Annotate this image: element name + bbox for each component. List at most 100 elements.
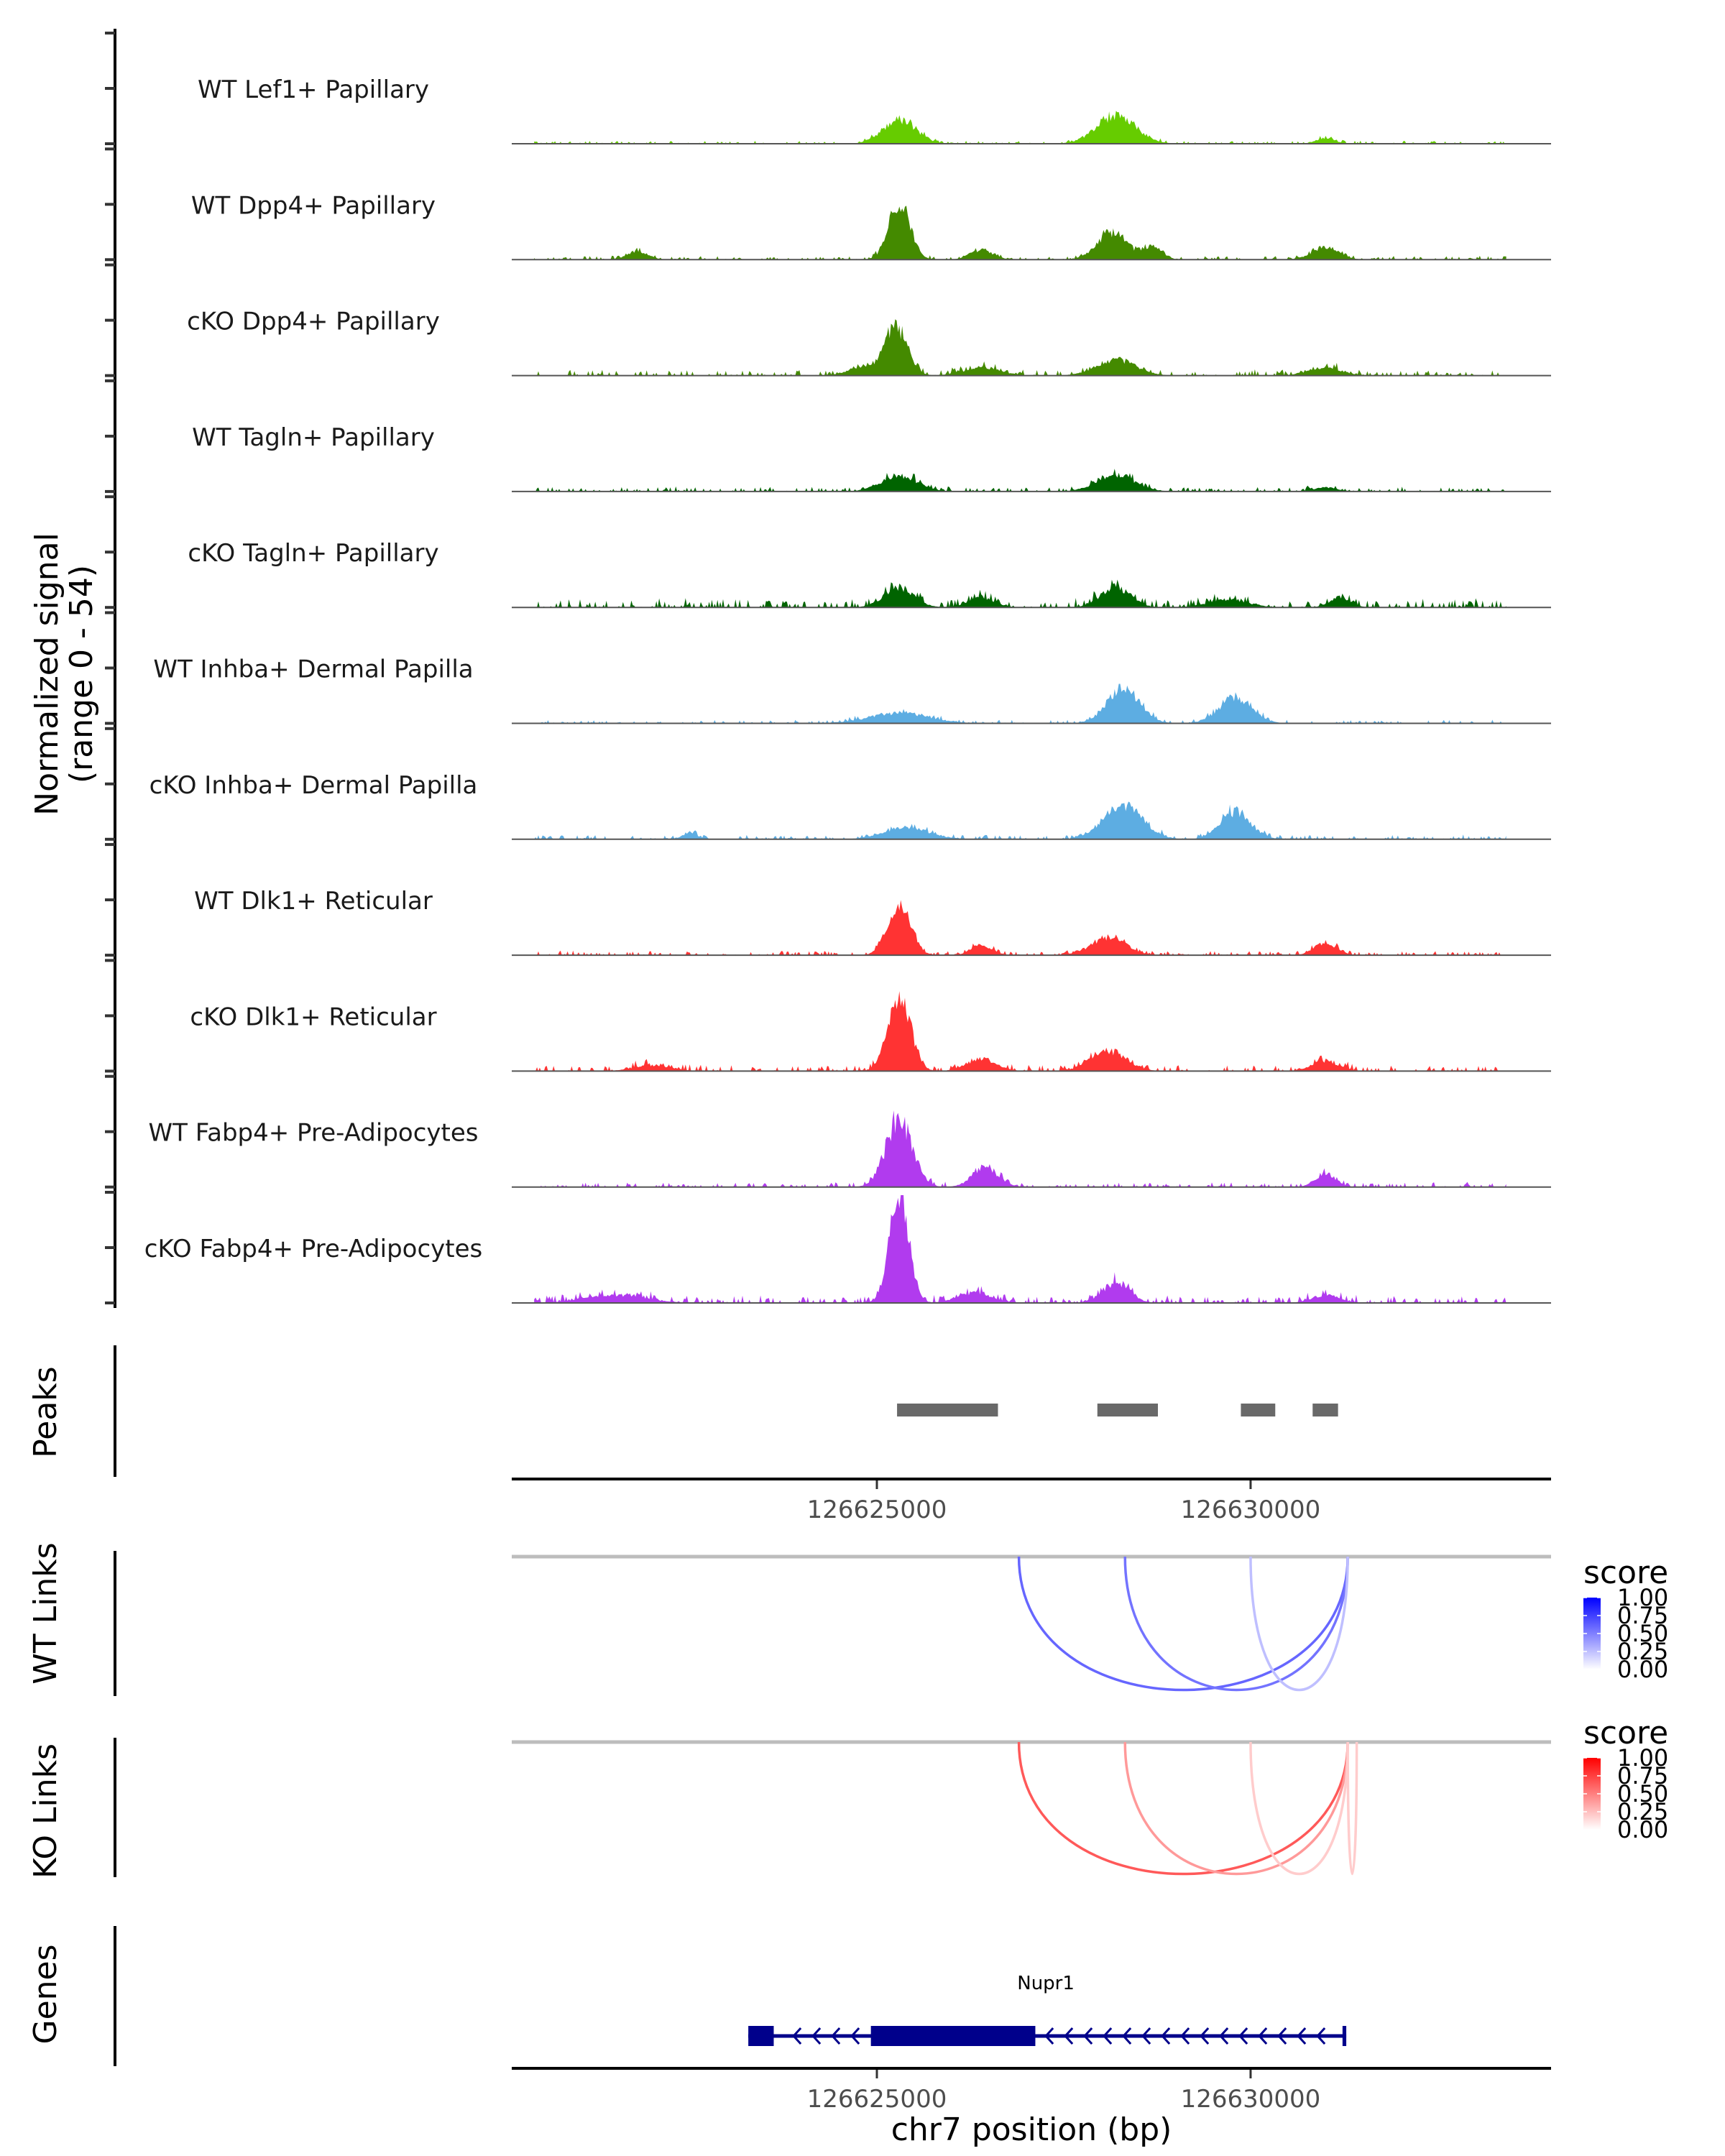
coverage-area: [534, 206, 1506, 260]
legend-tick-label: 0.75: [1617, 1602, 1668, 1629]
ko-legend-title: score: [1583, 1715, 1668, 1751]
ko-links-score-legend: score 1.000.750.500.250.00: [1583, 1715, 1668, 1843]
coverage-tracks: WT Lef1+ Papillary WT Dpp4+ Papillary cKO …: [144, 75, 1551, 1304]
wt-links-track-label: WT Links: [27, 1542, 64, 1684]
coverage-area: [534, 111, 1506, 144]
strand-arrow-icon: [850, 2027, 860, 2045]
coverage-track-label: cKO Dlk1+ Reticular: [190, 1003, 436, 1031]
legend-tick-label: 1.00: [1617, 1584, 1668, 1611]
strand-arrow-icon: [1277, 2027, 1287, 2045]
coverage-track-label: cKO Fabp4+ Pre-Adipocytes: [144, 1235, 483, 1263]
coverage-area: [534, 683, 1506, 724]
peaks-track: Peaks: [27, 1345, 1338, 1477]
coverage-track-label: cKO Inhba+ Dermal Papilla: [150, 771, 478, 800]
gene-exon: [1342, 2026, 1347, 2046]
legend-tick-label: 0.00: [1617, 1656, 1668, 1683]
coverage-track: cKO Inhba+ Dermal Papilla: [150, 771, 1551, 840]
coverage-area: [534, 319, 1506, 376]
legend-tick-label: 0.00: [1617, 1816, 1668, 1843]
legend-tick-label: 0.25: [1617, 1638, 1668, 1665]
x-axis-tick-label: 126630000: [1181, 2085, 1321, 2114]
strand-arrow-icon: [811, 2027, 822, 2045]
coverage-area: [534, 1195, 1506, 1303]
strand-arrow-icon: [1083, 2027, 1093, 2045]
x-axis-top: 126625000 126630000: [512, 1478, 1551, 1524]
peak-region: [1097, 1404, 1159, 1416]
coverage-track-label: WT Dlk1+ Reticular: [194, 887, 433, 916]
strand-arrow-icon: [1316, 2027, 1326, 2045]
strand-arrow-icon: [1161, 2027, 1171, 2045]
legend-tick-label: 1.00: [1617, 1744, 1668, 1772]
coverage-area: [534, 801, 1506, 839]
strand-arrow-icon: [1141, 2027, 1151, 2045]
coverage-ylabel-line2: (range 0 - 54): [63, 565, 100, 783]
strand-arrow-icon: [1200, 2027, 1210, 2045]
x-axis-bottom: chr7 position (bp) 126625000 126630000: [512, 2067, 1551, 2148]
link-arc: [1017, 1556, 1349, 1692]
coverage-area: [534, 579, 1506, 608]
link-arc: [1017, 1741, 1349, 1876]
coverage-track: WT Dlk1+ Reticular: [194, 887, 1551, 957]
coverage-area: [534, 900, 1506, 956]
legend-tick-label: 0.50: [1617, 1620, 1668, 1647]
coverage-area: [534, 1110, 1506, 1187]
x-axis-tick-label: 126625000: [807, 2085, 947, 2114]
gene-exon: [870, 2026, 1036, 2046]
strand-arrow-icon: [1180, 2027, 1190, 2045]
strand-arrow-icon: [1103, 2027, 1113, 2045]
genes-track: Genes Nupr1: [27, 1926, 1347, 2066]
wt-legend-title: score: [1583, 1554, 1668, 1591]
coverage-ylabel-line1: Normalized signal: [29, 533, 65, 816]
gene-exon: [748, 2026, 774, 2046]
coverage-track-label: WT Tagln+ Papillary: [192, 423, 435, 452]
link-arc: [1123, 1556, 1349, 1692]
link-arc: [1249, 1741, 1349, 1875]
ko-links-track-label: KO Links: [27, 1743, 64, 1879]
coverage-track-label: WT Inhba+ Dermal Papilla: [153, 655, 473, 684]
coverage-track-label: WT Dpp4+ Papillary: [191, 191, 436, 220]
link-arc: [1123, 1741, 1349, 1876]
coverage-track: cKO Fabp4+ Pre-Adipocytes: [144, 1195, 1551, 1304]
coverage-track: cKO Tagln+ Papillary: [188, 539, 1551, 609]
coverage-track: WT Inhba+ Dermal Papilla: [153, 655, 1551, 724]
x-axis-tick-label: 126630000: [1181, 1496, 1321, 1524]
coverage-area: [534, 469, 1506, 492]
coverage-y-axis-ticks: [105, 32, 115, 1304]
coverage-track: WT Lef1+ Papillary: [198, 75, 1551, 144]
coverage-track: WT Dpp4+ Papillary: [191, 191, 1551, 261]
ko-links-track: KO Links: [27, 1738, 1551, 1879]
strand-arrow-icon: [792, 2027, 802, 2045]
strand-arrow-icon: [831, 2027, 841, 2045]
strand-arrow-icon: [1238, 2027, 1248, 2045]
peaks-track-label: Peaks: [27, 1366, 64, 1457]
wt-links-track: WT Links: [27, 1542, 1551, 1696]
coverage-area: [534, 991, 1506, 1072]
legend-tick-label: 0.25: [1617, 1798, 1668, 1825]
coverage-track-label: cKO Tagln+ Papillary: [188, 539, 438, 568]
legend-tick-label: 0.75: [1617, 1762, 1668, 1789]
peak-region: [1312, 1404, 1338, 1416]
coverage-track: WT Tagln+ Papillary: [192, 423, 1551, 492]
coverage-track-label: WT Fabp4+ Pre-Adipocytes: [149, 1119, 479, 1148]
link-arc: [1346, 1741, 1358, 1875]
strand-arrow-icon: [1064, 2027, 1074, 2045]
strand-arrow-icon: [1258, 2027, 1268, 2045]
peak-region: [897, 1404, 998, 1416]
strand-arrow-icon: [1044, 2027, 1054, 2045]
peak-region: [1241, 1404, 1276, 1416]
wt-links-score-legend: score 1.000.750.500.250.00: [1583, 1554, 1668, 1683]
coverage-track-label: WT Lef1+ Papillary: [198, 75, 429, 104]
gene-name-label: Nupr1: [1017, 1973, 1075, 1994]
coverage-track: cKO Dpp4+ Papillary: [187, 308, 1551, 377]
coverage-track: cKO Dlk1+ Reticular: [190, 991, 1551, 1072]
legend-tick-label: 0.50: [1617, 1780, 1668, 1807]
x-axis-tick-label: 126625000: [807, 1496, 947, 1524]
strand-arrow-icon: [1297, 2027, 1307, 2045]
coverage-y-axis-title: Normalized signal (range 0 - 54): [29, 533, 100, 816]
x-axis-title: chr7 position (bp): [891, 2111, 1172, 2148]
coverage-track-label: cKO Dpp4+ Papillary: [187, 308, 440, 336]
genes-track-label: Genes: [27, 1944, 64, 2044]
link-arc: [1249, 1556, 1349, 1692]
strand-arrow-icon: [1122, 2027, 1132, 2045]
